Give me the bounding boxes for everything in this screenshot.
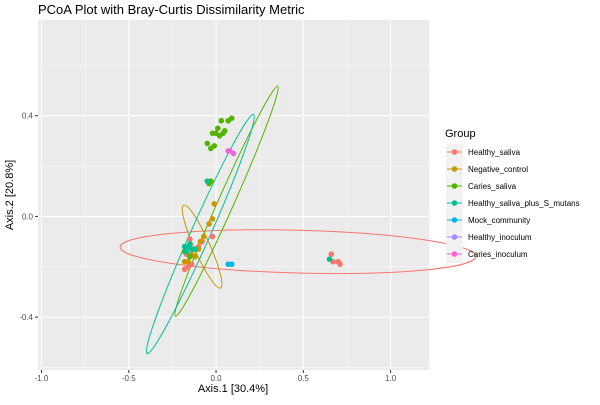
legend-label-healthy-saliva: Healthy_saliva: [468, 148, 521, 157]
x-tick-label: 0.0: [210, 374, 222, 383]
x-tick-label: -1.0: [35, 374, 49, 383]
point-negative-control: [209, 216, 216, 222]
point-caries-saliva: [204, 140, 211, 147]
point-negative-control: [197, 238, 204, 245]
point-healthy-saliva: [209, 233, 216, 240]
confidence-ellipses: [119, 85, 477, 355]
point-caries-saliva: [221, 127, 228, 134]
ellipse-caries-saliva: [174, 85, 279, 317]
x-axis-ticks: -1.0 -0.5 0.0 0.5 1.0: [35, 370, 397, 383]
legend-label-negative-control: Negative_control: [468, 165, 528, 174]
x-tick-label: 0.5: [298, 374, 310, 383]
point-healthy-saliva-plus-s-mutans: [192, 246, 198, 252]
point-healthy-saliva-plus-s-mutans: [204, 178, 211, 184]
legend-label-caries-inoculum: Caries_inoculum: [468, 250, 528, 259]
legend-marker-caries-inoculum: [451, 251, 458, 257]
point-healthy-saliva-plus-s-mutans: [326, 256, 333, 263]
ellipse-healthy-saliva: [119, 229, 477, 275]
point-negative-control: [185, 258, 191, 265]
legend-label-healthy-inoculum: Healthy_inoculum: [468, 233, 532, 242]
point-caries-inoculum: [230, 150, 237, 157]
plot-panel: [38, 20, 429, 370]
point-caries-saliva: [187, 253, 193, 260]
legend-label-caries-saliva: Caries_saliva: [468, 182, 517, 191]
legend-item-negative-control: Negative_control: [446, 161, 528, 178]
legend-item-caries-saliva: Caries_saliva: [446, 178, 517, 195]
point-healthy-saliva: [337, 261, 343, 268]
point-healthy-saliva: [328, 251, 335, 257]
point-caries-saliva: [218, 117, 225, 124]
point-caries-saliva: [228, 115, 235, 122]
point-caries-inoculum: [225, 148, 232, 154]
legend-label-mock-community: Mock_community: [468, 216, 530, 225]
legend-marker-caries-saliva: [451, 183, 458, 189]
legend-item-mock-community: Mock_community: [446, 212, 530, 229]
x-axis-label: Axis.1 [30.4%]: [198, 383, 268, 395]
point-negative-control: [201, 233, 207, 240]
legend-items: Healthy_saliva Negative_control Caries_sal…: [446, 144, 580, 263]
point-healthy-saliva: [187, 236, 193, 242]
x-tick-label: 1.0: [385, 374, 397, 383]
point-caries-saliva: [211, 143, 218, 149]
legend-marker-healthy-saliva: [451, 149, 458, 155]
y-axis-label: Axis.2 [20.8%]: [4, 160, 16, 230]
legend-marker-mock-community: [451, 217, 458, 223]
legend-marker-healthy-inoculum: [451, 234, 458, 240]
point-healthy-saliva-plus-s-mutans: [183, 248, 190, 255]
legend-marker-negative-control: [451, 166, 458, 172]
legend-item-healthy-saliva: Healthy_saliva: [446, 144, 521, 161]
legend: Group Healthy_saliva Negative_control Cari…: [445, 128, 580, 263]
point-mock-community: [228, 261, 235, 268]
grid-lines: [38, 20, 429, 370]
chart-title: PCoA Plot with Bray-Curtis Dissimilarity…: [38, 2, 305, 17]
y-tick-label: 0.0: [22, 212, 34, 221]
legend-label-healthy-saliva-plus-s-mutans: Healthy_saliva_plus_S_mutans: [468, 199, 580, 208]
ellipse-healthy-saliva-plus-s-mutans: [145, 113, 255, 355]
y-tick-label: 0.4: [22, 112, 34, 121]
point-healthy-saliva-plus-s-mutans: [185, 243, 191, 250]
legend-item-healthy-inoculum: Healthy_inoculum: [446, 229, 532, 246]
data-points: [181, 115, 343, 273]
legend-title: Group: [445, 128, 476, 140]
legend-item-caries-inoculum: Caries_inoculum: [446, 246, 528, 263]
legend-item-healthy-saliva-plus-s-mutans: Healthy_saliva_plus_S_mutans: [446, 195, 580, 212]
point-negative-control: [192, 253, 198, 260]
point-negative-control: [211, 201, 218, 207]
legend-marker-healthy-saliva-plus-s-mutans: [451, 200, 458, 206]
y-tick-label: -0.4: [19, 313, 33, 322]
x-tick-label: -0.5: [122, 374, 136, 383]
point-caries-saliva: [214, 125, 221, 132]
point-negative-control: [206, 221, 212, 227]
y-axis-ticks: -0.4 0.0 0.4: [19, 112, 38, 322]
